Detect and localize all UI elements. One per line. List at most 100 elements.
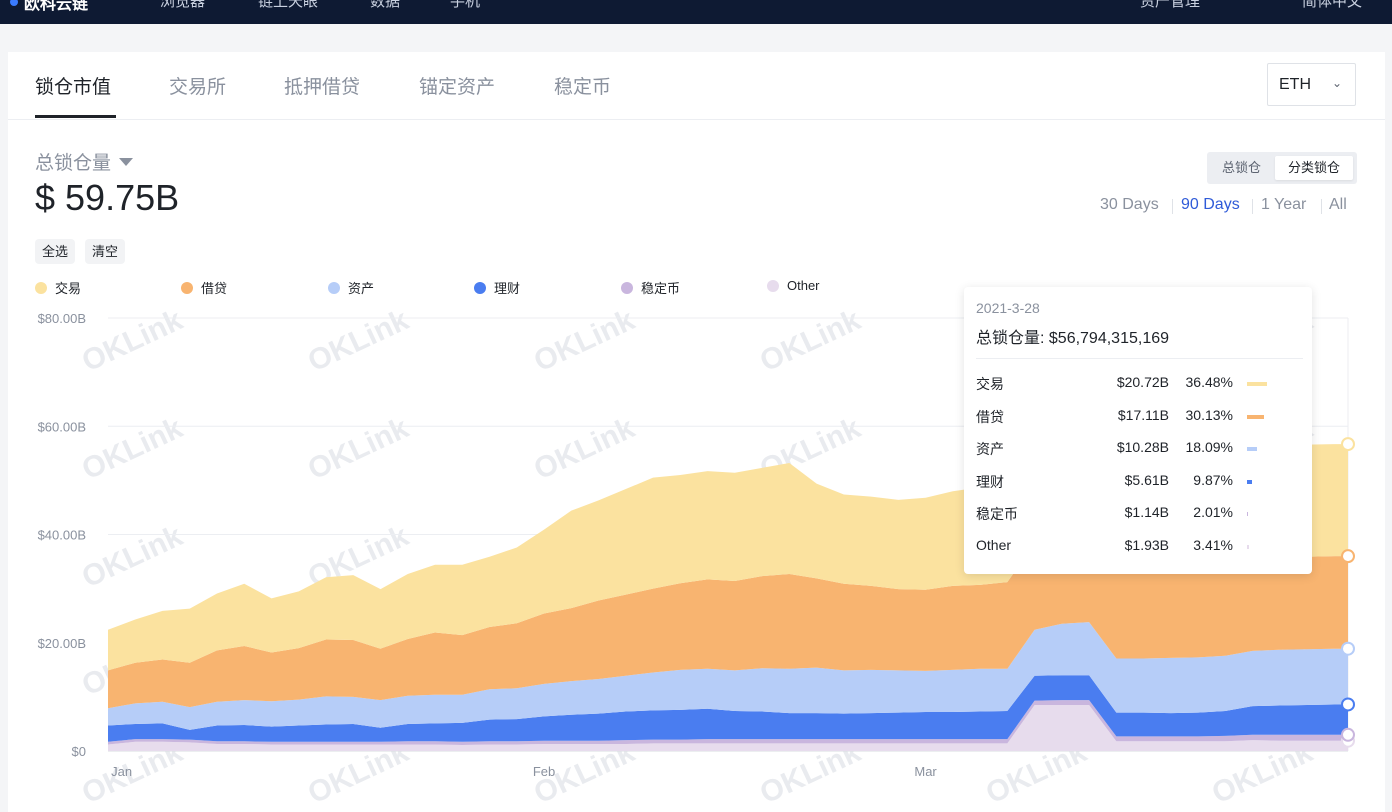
- hover-point-资产: [1341, 641, 1355, 656]
- tooltip-row: Other $1.93B 3.41%: [976, 537, 1303, 557]
- range-divider: [1252, 199, 1253, 214]
- active-tab-indicator: [35, 115, 116, 118]
- tooltip-total: 总锁仓量: $56,794,315,169: [976, 330, 1170, 347]
- tooltip-row-percent: 30.13%: [1185, 406, 1233, 423]
- category-tabs: 锁仓市值 交易所 抵押借贷 锚定资产 稳定币 ETH ⌄: [8, 52, 1385, 120]
- tooltip-row-share-bar: [1247, 544, 1249, 549]
- legend-swatch: [474, 281, 486, 294]
- area-series-理财: [108, 675, 1348, 742]
- y-tick-label: $60.00B: [38, 419, 86, 434]
- range-divider: [1321, 199, 1322, 214]
- range-all[interactable]: All: [1329, 196, 1347, 213]
- x-tick-label: Jan: [111, 764, 132, 779]
- view-toggle: 总锁仓 分类锁仓: [1207, 152, 1357, 184]
- metric-dropdown[interactable]: 总锁仓量: [35, 148, 134, 175]
- brand-name: 欧科云链: [24, 0, 89, 13]
- watermark-text: OKLink: [77, 303, 188, 378]
- legend-swatch: [35, 281, 47, 294]
- area-series-资产: [108, 622, 1348, 730]
- tvl-stacked-area-chart[interactable]: OKLink OKLink OKLink OKLink OKLink OKLink OKLi…: [8, 52, 1385, 807]
- tab-exchange[interactable]: 交易所: [169, 77, 227, 98]
- legend-swatch: [767, 279, 779, 292]
- tooltip-row-share-bar: [1247, 414, 1264, 419]
- legend-item-assets[interactable]: 资产: [328, 278, 374, 297]
- legend-label: 交易: [55, 281, 82, 296]
- legend-item-lending[interactable]: 借贷: [181, 278, 227, 297]
- watermark-text: OKLink: [529, 411, 640, 486]
- tooltip-row-percent: 2.01%: [1193, 504, 1233, 520]
- range-90-days[interactable]: 90 Days: [1181, 196, 1240, 213]
- chart-tooltip: 2021-3-28 总锁仓量: $56,794,315,169 交易 $20.72…: [964, 287, 1312, 574]
- tooltip-date: 2021-3-28: [976, 300, 1040, 316]
- legend-swatch: [621, 281, 633, 294]
- tooltip-row-percent: 9.87%: [1193, 471, 1233, 488]
- caret-down-icon: [119, 157, 134, 166]
- tooltip-row: 理财 $5.61B 9.87%: [976, 472, 1303, 492]
- y-tick-label: $80.00B: [38, 311, 86, 326]
- tvl-panel: 锁仓市值 交易所 抵押借贷 锚定资产 稳定币 ETH ⌄ 总锁仓量 $ 59.7…: [8, 52, 1385, 812]
- y-tick-label: $40.00B: [38, 528, 86, 543]
- chevron-down-icon: ⌄: [1332, 76, 1343, 90]
- tooltip-row-name: 理财: [976, 473, 1004, 490]
- legend-item-exchange[interactable]: 交易: [35, 278, 81, 297]
- area-series-Other: [108, 704, 1348, 751]
- tooltip-row-amount: $1.14B: [1124, 504, 1169, 520]
- view-option-category[interactable]: 分类锁仓: [1275, 156, 1353, 180]
- watermark-text: OKLink: [755, 303, 866, 378]
- legend-label: 资产: [348, 281, 375, 296]
- tooltip-row-percent: 3.41%: [1193, 536, 1233, 553]
- area-series-借贷: [108, 532, 1348, 709]
- tooltip-row-share-bar: [1247, 479, 1253, 484]
- clear-button[interactable]: 清空: [85, 239, 126, 264]
- tooltip-row-amount: $17.11B: [1117, 406, 1169, 423]
- tooltip-divider: [976, 358, 1303, 359]
- tooltip-row-share-bar: [1247, 382, 1268, 386]
- top-navigation-bar: 欧科云链 浏览器 链上天眼 数据 手机 资产管理 简体中文: [0, 0, 1392, 24]
- nav-item-mobile[interactable]: 手机: [450, 0, 481, 10]
- metric-label: 总锁仓量: [35, 153, 112, 174]
- brand-logo[interactable]: 欧科云链: [10, 0, 88, 14]
- tooltip-row-name: 稳定币: [976, 506, 1018, 522]
- tooltip-row: 借贷 $17.11B 30.13%: [976, 407, 1303, 427]
- nav-item-browser[interactable]: 浏览器: [160, 0, 206, 10]
- legend-label: Other: [787, 278, 820, 293]
- range-divider: [1172, 199, 1173, 214]
- nav-item-data[interactable]: 数据: [370, 0, 401, 10]
- y-tick-label: $0: [72, 744, 86, 759]
- tooltip-row: 资产 $10.28B 18.09%: [976, 439, 1303, 459]
- range-1-year[interactable]: 1 Year: [1261, 196, 1307, 213]
- nav-item-chain-eye[interactable]: 链上天眼: [258, 0, 319, 10]
- tab-lending[interactable]: 抵押借贷: [284, 77, 361, 98]
- tooltip-row-name: 交易: [976, 376, 1004, 392]
- language-selector[interactable]: 简体中文: [1302, 0, 1363, 10]
- nav-item-asset-management[interactable]: 资产管理: [1140, 0, 1201, 10]
- legend-item-wealth[interactable]: 理财: [474, 278, 520, 297]
- tab-locked-value[interactable]: 锁仓市值: [35, 77, 112, 98]
- tooltip-row-name: 资产: [976, 441, 1004, 457]
- range-30-days[interactable]: 30 Days: [1100, 196, 1159, 213]
- metric-value: $ 59.75B: [35, 177, 180, 218]
- area-series-稳定币: [108, 700, 1348, 746]
- legend-item-other[interactable]: Other: [767, 278, 820, 293]
- y-tick-label: $20.00B: [38, 636, 86, 651]
- chain-select[interactable]: ETH ⌄: [1267, 63, 1356, 106]
- tooltip-row-amount: $10.28B: [1116, 439, 1169, 455]
- hover-point-稳定币: [1341, 727, 1355, 742]
- tab-stablecoin[interactable]: 稳定币: [554, 77, 612, 98]
- logo-mark-icon: [10, 0, 18, 6]
- view-option-total[interactable]: 总锁仓: [1222, 160, 1262, 175]
- tab-anchored-assets[interactable]: 锚定资产: [419, 77, 496, 98]
- watermark-text: OKLink: [303, 411, 414, 486]
- tooltip-row: 稳定币 $1.14B 2.01%: [976, 504, 1303, 524]
- tooltip-row: 交易 $20.72B 36.48%: [976, 374, 1303, 394]
- legend-item-stablecoin[interactable]: 稳定币: [621, 278, 680, 297]
- watermark-text: OKLink: [303, 303, 414, 378]
- watermark-text: OKLink: [529, 303, 640, 378]
- tooltip-row-percent: 18.09%: [1185, 439, 1233, 455]
- chain-select-value: ETH: [1279, 76, 1311, 93]
- select-all-button[interactable]: 全选: [35, 239, 76, 264]
- legend-swatch: [328, 281, 340, 294]
- legend-label: 理财: [494, 281, 521, 296]
- tooltip-row-amount: $1.93B: [1124, 536, 1169, 553]
- hover-point-交易: [1341, 437, 1355, 452]
